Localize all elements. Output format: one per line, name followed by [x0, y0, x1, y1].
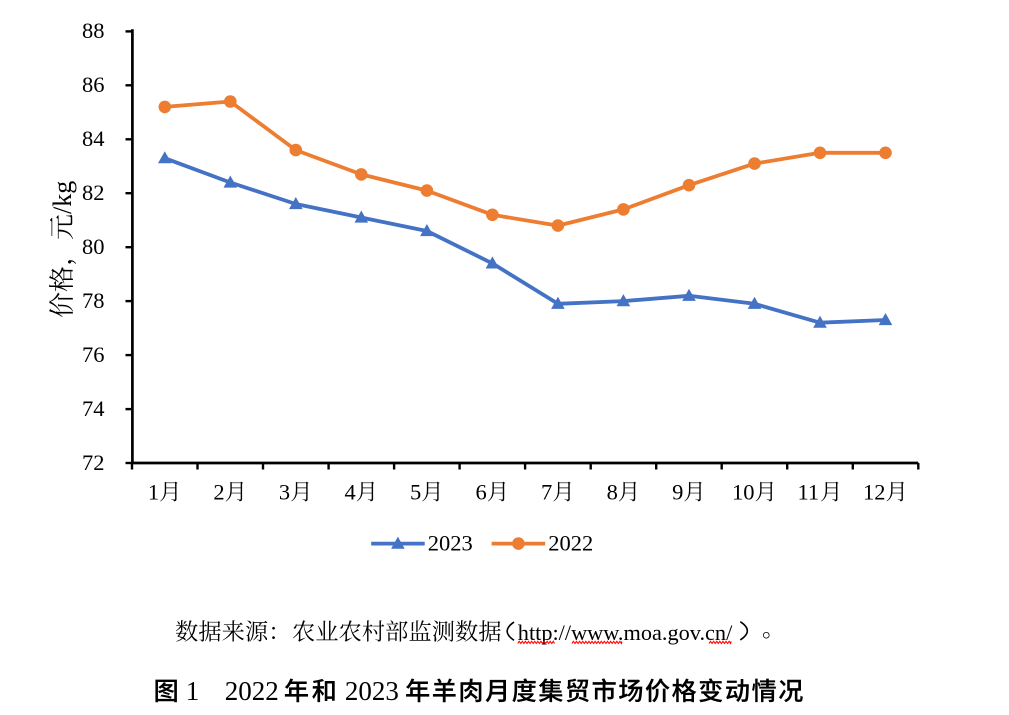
- svg-text:7: 7: [541, 480, 552, 505]
- svg-text:6: 6: [476, 480, 487, 505]
- svg-text:8: 8: [607, 480, 618, 505]
- svg-text:12: 12: [863, 480, 886, 505]
- svg-text:2023: 2023: [345, 676, 399, 706]
- svg-text:11: 11: [798, 480, 820, 505]
- svg-text:84: 84: [82, 126, 105, 151]
- svg-text:76: 76: [82, 342, 105, 367]
- svg-text:78: 78: [82, 288, 105, 313]
- svg-text:10: 10: [732, 480, 755, 505]
- svg-text:3: 3: [279, 480, 290, 505]
- svg-text:4: 4: [345, 480, 356, 505]
- svg-text:74: 74: [82, 396, 105, 421]
- svg-text:72: 72: [82, 450, 105, 475]
- svg-text:2: 2: [213, 480, 224, 505]
- svg-text:/kg: /kg: [48, 181, 77, 214]
- svg-text:1: 1: [186, 676, 200, 706]
- svg-text:1: 1: [148, 480, 159, 505]
- svg-text:2023: 2023: [428, 530, 473, 555]
- svg-text:2022: 2022: [225, 676, 279, 706]
- svg-text:82: 82: [82, 180, 105, 205]
- svg-text:2022: 2022: [548, 530, 593, 555]
- svg-text:5: 5: [410, 480, 421, 505]
- svg-text:88: 88: [82, 18, 105, 43]
- svg-text:9: 9: [672, 480, 683, 505]
- svg-text:80: 80: [82, 234, 105, 259]
- svg-text:86: 86: [82, 72, 105, 97]
- svg-text:http://www.moa.gov.cn/: http://www.moa.gov.cn/: [518, 620, 733, 645]
